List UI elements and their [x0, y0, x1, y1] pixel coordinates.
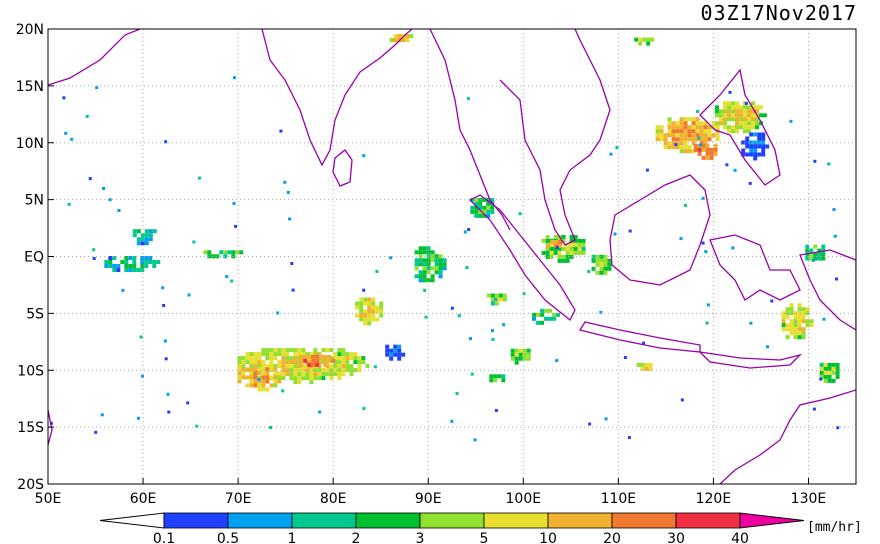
rain-cell: [532, 308, 560, 325]
rain-specks: [49, 76, 856, 442]
colorbar-tick-label: 1: [288, 531, 297, 544]
rain-cell: [591, 254, 612, 275]
colorbar-tick-label: 20: [603, 531, 621, 544]
coast-sulawesi: [709, 234, 801, 301]
colorbar-swatch: [547, 512, 613, 529]
rain-cell: [655, 117, 720, 154]
colorbar-tick-label: 30: [667, 531, 685, 544]
colorbar-tick-label: 40: [731, 531, 749, 544]
lon-tick-label: 50E: [35, 491, 62, 507]
map-panel: 50E 60E 70E 80E 90E 100E 110E 120E 130E 20N 15N 10N…: [16, 22, 857, 507]
rain-cell: [385, 344, 406, 361]
rain-cell: [634, 37, 655, 46]
coast-java: [578, 321, 701, 353]
rain-cell: [203, 250, 244, 259]
colorbar-swatch: [419, 512, 485, 529]
colorbar-swatch: [611, 512, 677, 529]
lat-tick-label: 15N: [16, 79, 44, 95]
coast-myanmar: [429, 29, 511, 231]
rain-cell: [489, 374, 506, 383]
coast-nusa-tenggara: [698, 351, 803, 369]
timestamp-label: 03Z17Nov2017: [701, 1, 858, 25]
lat-tick-label: 15S: [17, 420, 44, 436]
colorbar-unit-label: [mm/hr]: [807, 520, 862, 535]
colorbar-tick-label: 0.1: [153, 531, 175, 544]
coast-australia: [719, 389, 856, 484]
lon-tick-label: 80E: [320, 491, 347, 507]
coastlines: [48, 29, 856, 484]
lon-tick-label: 120E: [696, 491, 732, 507]
colorbar-boxes: [99, 512, 805, 529]
colorbar-tick-label: 10: [539, 531, 557, 544]
coast-indochina: [499, 29, 611, 246]
lat-tick-label: 20S: [17, 477, 44, 493]
colorbar: 0.1 0.5 1 2 3 5 10 20 30 40 [mm/hr]: [99, 512, 862, 544]
colorbar-tick-label: 2: [352, 531, 361, 544]
rain-cell: [741, 132, 770, 161]
lon-tick-label: 90E: [415, 491, 442, 507]
rain-layer: [49, 34, 856, 442]
rain-cell: [781, 303, 814, 340]
colorbar-swatch: [675, 512, 741, 529]
lon-tick-label: 70E: [225, 491, 252, 507]
coast-india: [261, 29, 413, 167]
rain-cell: [132, 229, 157, 246]
lon-tick-label: 100E: [506, 491, 542, 507]
rain-cell: [104, 256, 161, 272]
rain-cell: [636, 362, 653, 371]
colorbar-tick-label: 5: [480, 531, 489, 544]
lat-tick-label: 20N: [16, 22, 44, 38]
colorbar-tick-label: 0.5: [217, 531, 239, 544]
rain-cell: [237, 367, 282, 392]
colorbar-swatch: [291, 512, 357, 529]
lat-tick-label: EQ: [24, 250, 44, 266]
coast-borneo: [609, 174, 711, 286]
colorbar-swatch: [163, 512, 229, 529]
axis-ticks: 50E 60E 70E 80E 90E 100E 110E 120E 130E 20N 15N 10N…: [16, 22, 827, 507]
rain-cell: [510, 348, 531, 365]
colorbar-low-arrow: [99, 512, 165, 529]
coast-sumatra: [468, 194, 576, 322]
lon-tick-label: 130E: [791, 491, 827, 507]
colorbar-swatch: [355, 512, 421, 529]
colorbar-swatch: [227, 512, 293, 529]
coast-madagascar: [48, 409, 53, 446]
coast-sri-lanka: [332, 149, 353, 187]
rain-cell: [355, 297, 384, 326]
coast-new-guinea: [799, 249, 856, 331]
rain-cell: [299, 354, 336, 367]
lat-tick-label: 10N: [16, 136, 44, 152]
rain-cell: [693, 143, 718, 160]
colorbar-swatch: [483, 512, 549, 529]
lat-tick-label: 5N: [25, 193, 44, 209]
coast-arabia: [48, 29, 141, 86]
rain-cell: [819, 362, 840, 383]
lon-tick-label: 60E: [130, 491, 157, 507]
colorbar-labels: 0.1 0.5 1 2 3 5 10 20 30 40: [153, 531, 749, 544]
lat-tick-label: 10S: [17, 363, 44, 379]
lon-tick-label: 110E: [601, 491, 637, 507]
colorbar-tick-label: 3: [416, 531, 425, 544]
coast-philippines: [699, 68, 781, 186]
lat-tick-label: 5S: [26, 306, 44, 322]
colorbar-high-arrow: [739, 512, 805, 529]
